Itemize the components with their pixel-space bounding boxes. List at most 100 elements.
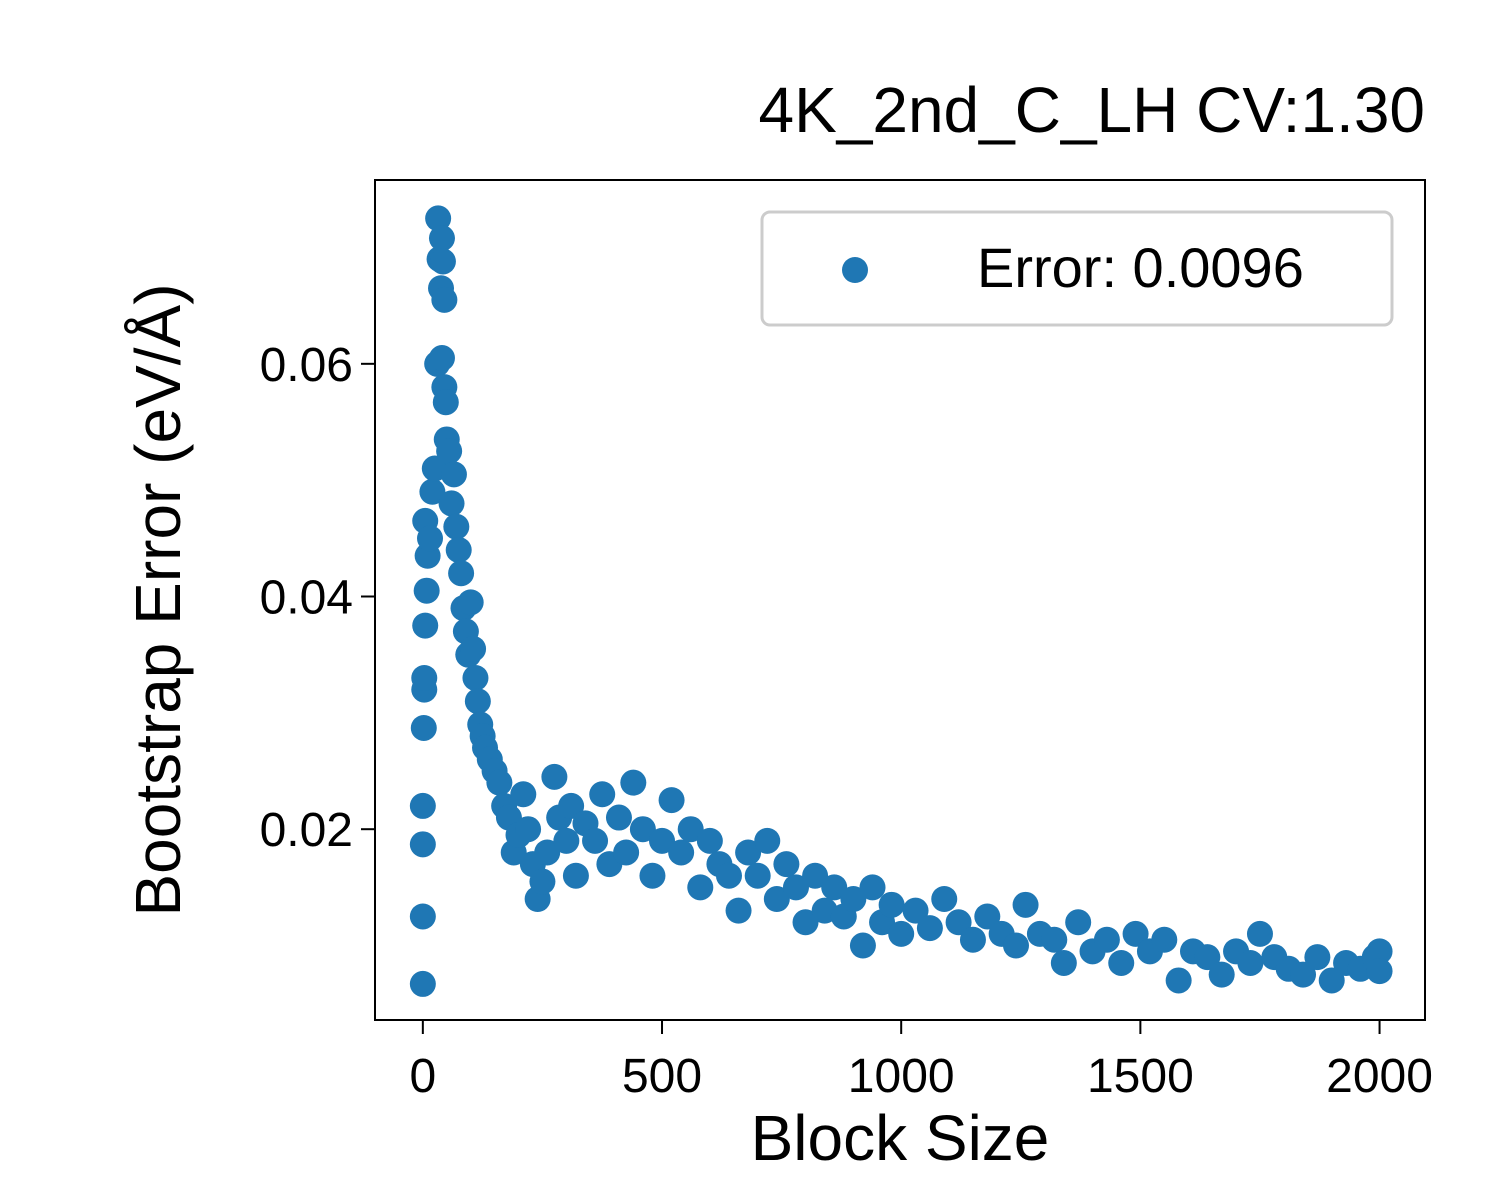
scatter-point <box>1366 958 1393 985</box>
scatter-point <box>773 851 800 878</box>
scatter-point <box>412 612 439 639</box>
scatter-point <box>428 345 455 372</box>
scatter-point <box>1246 920 1273 947</box>
scatter-point <box>735 839 762 866</box>
scatter-point <box>754 827 781 854</box>
scatter-point <box>541 763 568 790</box>
scatter-point <box>431 286 458 313</box>
chart-title: 4K_2nd_C_LH CV:1.30 <box>758 74 1425 146</box>
scatter-point <box>440 461 467 488</box>
scatter-point <box>436 438 463 465</box>
scatter-point <box>419 478 446 505</box>
axes-frame <box>374 179 1426 1021</box>
scatter-point <box>1151 926 1178 953</box>
scatter-point <box>410 714 437 741</box>
scatter-point <box>1237 949 1264 976</box>
scatter-point <box>840 886 867 913</box>
scatter-point <box>1003 932 1030 959</box>
scatter-point <box>639 862 666 889</box>
scatter-point <box>409 792 436 819</box>
scatter-point <box>802 862 829 889</box>
scatter-point <box>425 205 452 232</box>
scatter-point <box>443 513 470 540</box>
scatter-point <box>1366 938 1393 965</box>
scatter-point <box>763 886 790 913</box>
y-tick-label: 0.04 <box>260 572 353 625</box>
scatter-point <box>510 781 537 808</box>
scatter-point <box>553 827 580 854</box>
scatter-point <box>1194 944 1221 971</box>
legend-label: Error: 0.0096 <box>977 236 1304 299</box>
scatter-point <box>409 970 436 997</box>
scatter-point <box>1208 961 1235 988</box>
scatter-point <box>1108 949 1135 976</box>
scatter-point <box>1318 967 1345 994</box>
scatter-point <box>558 792 585 819</box>
scatter-point <box>931 886 958 913</box>
scatter-point <box>1012 891 1039 918</box>
scatter-point <box>1041 926 1068 953</box>
legend-box <box>760 210 1394 327</box>
scatter-point <box>902 897 929 924</box>
scatter-point <box>464 688 491 715</box>
scatter-point <box>460 635 487 662</box>
scatter-point <box>725 897 752 924</box>
scatter-point <box>744 862 771 889</box>
scatter-point <box>649 827 676 854</box>
scatter-point <box>445 536 472 563</box>
scatter-point <box>878 891 905 918</box>
scatter-point <box>582 827 609 854</box>
scatter-point <box>859 874 886 901</box>
scatter-point <box>432 389 459 416</box>
scatter-point <box>1065 909 1092 936</box>
scatter-point <box>438 490 465 517</box>
x-tick-label: 1000 <box>848 1050 955 1103</box>
scatter-point <box>409 903 436 930</box>
scatter-point <box>792 909 819 936</box>
y-tick-label: 0.02 <box>260 804 353 857</box>
scatter-point <box>677 816 704 843</box>
scatter-point <box>605 804 632 831</box>
scatter-point <box>515 816 542 843</box>
scatter-point <box>629 816 656 843</box>
scatter-point <box>529 868 556 895</box>
scatter-point <box>429 248 456 275</box>
scatter-point <box>1290 961 1317 988</box>
scatter-point <box>409 831 436 858</box>
y-axis-label: Bootstrap Error (eV/Å) <box>122 283 194 916</box>
scatter-point <box>448 560 475 587</box>
x-tick-label: 1500 <box>1087 1050 1194 1103</box>
scatter-point <box>715 862 742 889</box>
scatter-point <box>1093 926 1120 953</box>
x-axis-label: Block Size <box>751 1102 1050 1174</box>
scatter-point <box>696 827 723 854</box>
scatter-point <box>1050 949 1077 976</box>
scatter-point <box>413 577 440 604</box>
x-tick-label: 500 <box>622 1050 702 1103</box>
scatter-point <box>411 664 438 691</box>
scatter-point <box>534 839 561 866</box>
scatter-point <box>687 874 714 901</box>
scatter-point <box>1304 944 1331 971</box>
scatter-point <box>782 874 809 901</box>
scatter-point <box>916 915 943 942</box>
scatter-point <box>959 926 986 953</box>
x-tick-label: 0 <box>409 1050 436 1103</box>
scatter-point <box>668 839 695 866</box>
scatter-point <box>589 781 616 808</box>
scatter-point <box>1122 920 1149 947</box>
scatter-point <box>428 225 455 252</box>
scatter-point <box>613 839 640 866</box>
scatter-point <box>417 525 444 552</box>
scatter-point <box>658 787 685 814</box>
scatter-point <box>849 932 876 959</box>
x-tick-label: 2000 <box>1326 1050 1433 1103</box>
scatter-point <box>486 769 513 796</box>
scatter-point <box>562 862 589 889</box>
scatter-point <box>462 664 489 691</box>
scatter-point <box>945 909 972 936</box>
scatter-point <box>457 589 484 616</box>
y-tick-label: 0.06 <box>260 339 353 392</box>
scatter-point <box>821 874 848 901</box>
